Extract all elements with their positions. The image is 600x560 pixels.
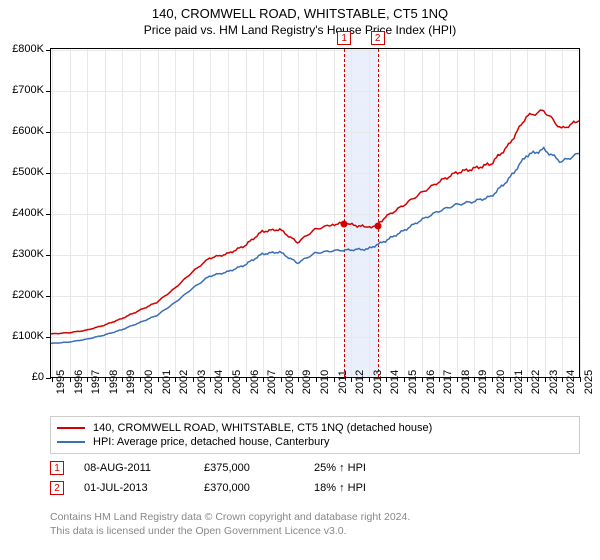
x-axis-label: 1995 bbox=[55, 370, 67, 394]
footnote: Contains HM Land Registry data © Crown c… bbox=[50, 510, 410, 538]
chart-subtitle: Price paid vs. HM Land Registry's House … bbox=[0, 21, 600, 41]
y-axis-label: £600K bbox=[12, 125, 44, 137]
x-axis-label: 2020 bbox=[495, 370, 507, 394]
chart-lines bbox=[50, 48, 580, 378]
y-axis-label: £200K bbox=[12, 289, 44, 301]
x-axis-label: 1998 bbox=[108, 370, 120, 394]
y-axis-label: £300K bbox=[12, 248, 44, 260]
legend-swatch bbox=[57, 427, 85, 429]
x-axis-label: 2021 bbox=[513, 370, 525, 394]
x-axis-label: 2005 bbox=[231, 370, 243, 394]
sale-date: 08-AUG-2011 bbox=[84, 462, 184, 474]
sale-row-marker: 2 bbox=[50, 481, 64, 495]
sale-hpi: 18% ↑ HPI bbox=[314, 482, 404, 494]
x-axis-label: 2008 bbox=[284, 370, 296, 394]
sale-hpi: 25% ↑ HPI bbox=[314, 462, 404, 474]
x-axis-label: 2017 bbox=[442, 370, 454, 394]
x-axis-label: 2024 bbox=[565, 370, 577, 394]
legend: 140, CROMWELL ROAD, WHITSTABLE, CT5 1NQ … bbox=[50, 416, 580, 454]
x-axis-label: 2004 bbox=[213, 370, 225, 394]
x-axis-label: 2003 bbox=[196, 370, 208, 394]
x-axis-label: 2023 bbox=[548, 370, 560, 394]
x-axis-label: 2007 bbox=[266, 370, 278, 394]
page-title: 140, CROMWELL ROAD, WHITSTABLE, CT5 1NQ bbox=[0, 0, 600, 21]
x-axis-label: 2011 bbox=[337, 370, 349, 394]
x-axis-label: 2014 bbox=[389, 370, 401, 394]
legend-item: HPI: Average price, detached house, Cant… bbox=[57, 435, 573, 449]
x-axis-label: 2015 bbox=[407, 370, 419, 394]
x-axis-label: 1997 bbox=[90, 370, 102, 394]
sale-price: £375,000 bbox=[204, 462, 294, 474]
x-axis-label: 2000 bbox=[143, 370, 155, 394]
y-axis-label: £400K bbox=[12, 207, 44, 219]
sale-marker-2: 2 bbox=[371, 31, 385, 45]
y-axis-label: £700K bbox=[12, 84, 44, 96]
footnote-line-2: This data is licensed under the Open Gov… bbox=[50, 524, 410, 538]
legend-label: HPI: Average price, detached house, Cant… bbox=[93, 436, 329, 448]
series-line bbox=[51, 110, 579, 334]
y-axis-label: £100K bbox=[12, 330, 44, 342]
sale-row: 1 08-AUG-2011 £375,000 25% ↑ HPI bbox=[50, 458, 404, 478]
x-axis-label: 2022 bbox=[530, 370, 542, 394]
x-axis-label: 1996 bbox=[73, 370, 85, 394]
x-axis-label: 2025 bbox=[583, 370, 595, 394]
x-axis-label: 2006 bbox=[249, 370, 261, 394]
x-axis-label: 2018 bbox=[460, 370, 472, 394]
x-axis-label: 2002 bbox=[178, 370, 190, 394]
footnote-line-1: Contains HM Land Registry data © Crown c… bbox=[50, 510, 410, 524]
sale-row: 2 01-JUL-2013 £370,000 18% ↑ HPI bbox=[50, 478, 404, 498]
sale-marker-1: 1 bbox=[337, 31, 351, 45]
x-axis-label: 1999 bbox=[125, 370, 137, 394]
sale-price: £370,000 bbox=[204, 482, 294, 494]
sales-table: 1 08-AUG-2011 £375,000 25% ↑ HPI 2 01-JUL-201… bbox=[50, 458, 404, 498]
x-axis-label: 2019 bbox=[477, 370, 489, 394]
sale-date: 01-JUL-2013 bbox=[84, 482, 184, 494]
chart: 12 £0£100K£200K£300K£400K£500K£600K£700K… bbox=[50, 48, 580, 378]
x-axis-label: 2013 bbox=[372, 370, 384, 394]
legend-label: 140, CROMWELL ROAD, WHITSTABLE, CT5 1NQ … bbox=[93, 422, 432, 434]
x-axis-label: 2001 bbox=[161, 370, 173, 394]
x-axis-label: 2010 bbox=[319, 370, 331, 394]
legend-swatch bbox=[57, 441, 85, 443]
y-axis-label: £500K bbox=[12, 166, 44, 178]
x-axis-label: 2016 bbox=[425, 370, 437, 394]
x-axis-label: 2012 bbox=[354, 370, 366, 394]
y-axis-label: £800K bbox=[12, 43, 44, 55]
sale-row-marker: 1 bbox=[50, 461, 64, 475]
y-axis-label: £0 bbox=[32, 371, 44, 383]
legend-item: 140, CROMWELL ROAD, WHITSTABLE, CT5 1NQ … bbox=[57, 421, 573, 435]
x-axis-label: 2009 bbox=[301, 370, 313, 394]
